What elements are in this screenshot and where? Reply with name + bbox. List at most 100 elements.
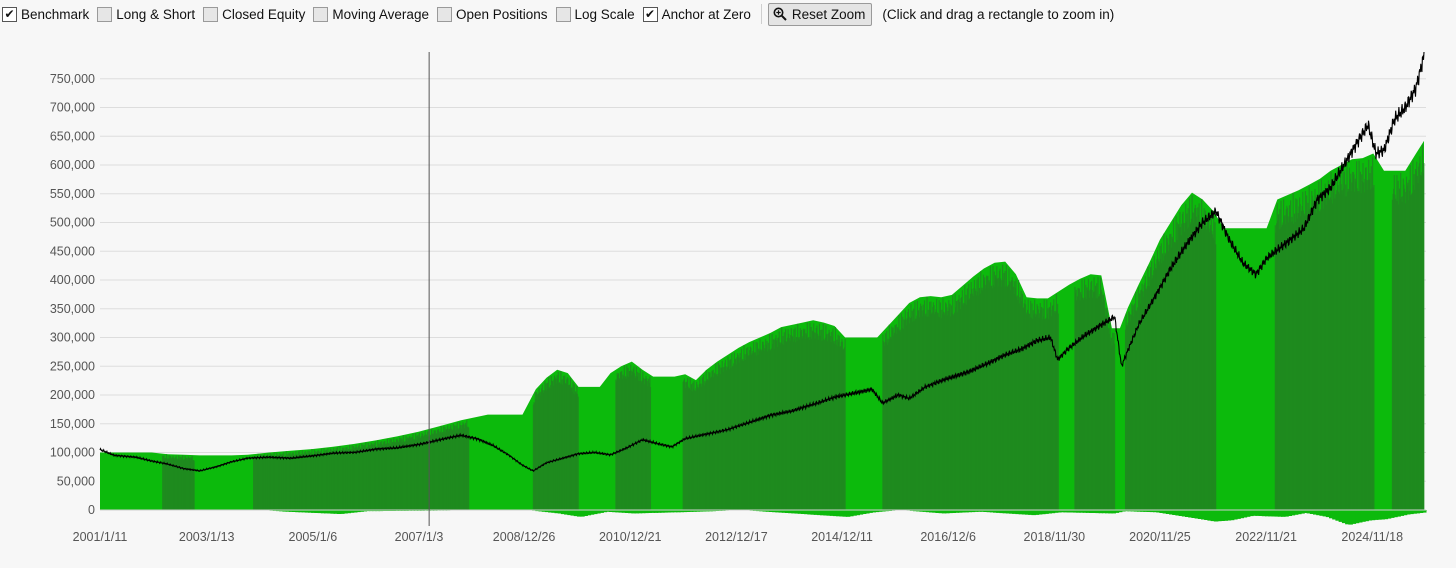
drawdown-bar (1252, 510, 1257, 516)
y-tick-label: 250,000 (50, 359, 95, 373)
drawdown-bar (1249, 510, 1254, 517)
drawdown-bar (544, 510, 550, 513)
drawdown-bar (836, 510, 841, 517)
drawdown-bar (784, 510, 790, 513)
x-tick-label: 2022/11/21 (1235, 530, 1297, 544)
drawdown-bar (375, 510, 380, 512)
drawdown-bar (1284, 510, 1289, 517)
drawdown-bar (1101, 510, 1107, 514)
zoom-hint: (Click and drag a rectangle to zoom in) (882, 6, 1115, 22)
option-label: Closed Equity (222, 6, 306, 22)
drawdown-bar (295, 510, 300, 513)
drawdown-bar (775, 510, 780, 513)
drawdown-bar (535, 510, 540, 512)
drawdown-bar (1028, 510, 1033, 515)
drawdown-bar (1197, 510, 1203, 519)
drawdown-bar (1076, 510, 1081, 513)
drawdown-bar (1220, 510, 1225, 521)
option-closed-equity[interactable]: Closed Equity (203, 6, 306, 22)
drawdown-bar (660, 510, 665, 513)
drawdown-bar (1399, 510, 1405, 516)
drawdown-bar (1063, 510, 1068, 513)
checkbox[interactable] (203, 6, 219, 22)
drawdown-bar (1191, 510, 1196, 518)
drawdown-bar (1156, 510, 1161, 513)
drawdown-bar (1153, 510, 1158, 513)
drawdown-bar (1322, 510, 1328, 517)
option-benchmark[interactable]: ✔ Benchmark (2, 6, 90, 22)
option-label: Benchmark (21, 6, 90, 22)
drawdown-bar (589, 510, 595, 515)
drawdown-bar (1095, 510, 1100, 514)
drawdown-bar (1069, 510, 1075, 513)
drawdown-bar (1204, 510, 1209, 520)
drawdown-bar (1338, 510, 1344, 522)
y-tick-label: 500,000 (50, 216, 95, 230)
option-anchor-at-zero[interactable]: ✔ Anchor at Zero (642, 6, 751, 22)
drawdown-bar (996, 510, 1001, 513)
drawdown-bar (1098, 510, 1104, 514)
toolbar: ✔ Benchmark Long & Short Closed Equity Movin… (0, 0, 1456, 28)
drawdown-bar (964, 510, 969, 513)
y-tick-label: 600,000 (50, 158, 95, 172)
option-label: Anchor at Zero (661, 6, 751, 22)
drawdown-bar (656, 510, 662, 513)
drawdown-bar (276, 510, 281, 512)
drawdown-bar (708, 510, 713, 512)
drawdown-bar (884, 510, 889, 512)
drawdown-bar (874, 510, 880, 513)
checkbox[interactable]: ✔ (642, 6, 658, 22)
drawdown-bar (980, 510, 985, 512)
drawdown-bar (768, 510, 774, 512)
x-tick-label: 2020/11/25 (1129, 530, 1191, 544)
drawdown-bar (781, 510, 787, 513)
reset-zoom-button[interactable]: Reset Zoom (767, 2, 873, 26)
drawdown-bar (320, 510, 326, 514)
drawdown-bar (1233, 510, 1238, 520)
option-long-short[interactable]: Long & Short (97, 6, 195, 22)
checkbox[interactable] (436, 6, 452, 22)
zoom-icon (773, 7, 787, 21)
toolbar-divider (760, 4, 762, 24)
drawdown-bar (580, 510, 585, 517)
drawdown-bar (592, 510, 598, 515)
checkbox[interactable] (555, 6, 571, 22)
checkbox[interactable]: ✔ (2, 6, 17, 22)
drawdown-bar (1146, 510, 1152, 512)
y-tick-label: 450,000 (50, 244, 95, 258)
option-moving-average[interactable]: Moving Average (313, 6, 429, 22)
option-open-positions[interactable]: Open Positions (436, 6, 548, 22)
drawdown-bar (791, 510, 796, 514)
drawdown-bar (701, 510, 707, 512)
drawdown-bar (1047, 510, 1052, 514)
checkbox[interactable] (97, 6, 113, 22)
drawdown-bar (1159, 510, 1164, 513)
drawdown-bar (583, 510, 588, 516)
drawdown-bar (877, 510, 883, 512)
drawdown-bar (826, 510, 832, 516)
y-tick-label: 700,000 (50, 101, 95, 115)
drawdown-bar (618, 510, 624, 513)
drawdown-bar (631, 510, 636, 514)
drawdown-bar (929, 510, 934, 513)
drawdown-bar (359, 510, 364, 512)
drawdown-bar (624, 510, 630, 513)
drawdown-bar (1031, 510, 1036, 516)
drawdown-bar (349, 510, 355, 513)
y-tick-label: 350,000 (50, 302, 95, 316)
option-log-scale[interactable]: Log Scale (555, 6, 635, 22)
drawdown-bar (1073, 510, 1078, 513)
drawdown-bar (336, 510, 342, 514)
checkbox[interactable] (313, 6, 329, 22)
drawdown-bar (935, 510, 940, 513)
drawdown-bar (1383, 510, 1389, 520)
drawdown-bar (1377, 510, 1382, 520)
drawdown-bar (1025, 510, 1030, 515)
drawdown-bar (829, 510, 835, 516)
drawdown-bar (372, 510, 377, 512)
drawdown-bar (1165, 510, 1171, 514)
drawdown-bar (1226, 510, 1232, 521)
x-tick-label: 2012/12/17 (705, 530, 768, 544)
equity-chart[interactable]: 0 50,000 100,000 150,000 200,000 250,000 300,0… (0, 28, 1456, 568)
drawdown-bar (1380, 510, 1385, 520)
